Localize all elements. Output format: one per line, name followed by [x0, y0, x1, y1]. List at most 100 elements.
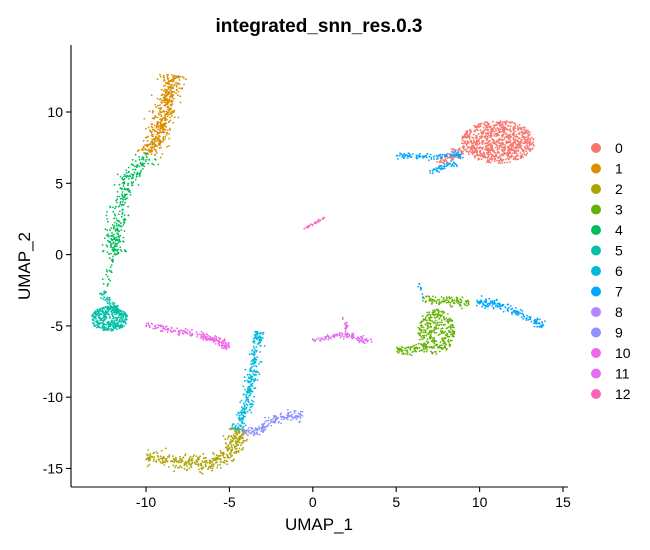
point	[425, 156, 428, 159]
point	[121, 318, 124, 321]
point	[113, 310, 116, 313]
point	[121, 191, 124, 193]
point	[130, 163, 133, 166]
point	[223, 456, 225, 459]
point	[159, 141, 162, 144]
point	[115, 319, 118, 321]
point	[516, 158, 518, 161]
point	[118, 311, 120, 314]
point	[98, 313, 101, 315]
point	[151, 133, 154, 136]
point	[140, 164, 143, 167]
point	[523, 128, 525, 131]
point	[244, 380, 246, 382]
point	[461, 135, 464, 138]
point	[241, 436, 244, 439]
point	[514, 124, 516, 127]
point	[173, 116, 176, 119]
point	[440, 347, 443, 349]
point	[113, 322, 115, 324]
point	[501, 141, 504, 144]
point	[236, 427, 238, 430]
point	[253, 374, 256, 376]
point	[164, 113, 167, 116]
point	[101, 326, 104, 329]
point	[501, 136, 503, 138]
point	[183, 77, 185, 79]
point	[472, 145, 475, 147]
point	[362, 334, 365, 337]
point	[442, 298, 445, 300]
point	[102, 324, 105, 327]
scatter-points	[91, 73, 546, 475]
point	[256, 379, 259, 381]
point	[247, 427, 250, 429]
point	[424, 345, 427, 348]
point	[274, 417, 277, 420]
point	[472, 139, 475, 142]
point	[508, 306, 510, 309]
point	[426, 324, 429, 327]
point	[457, 302, 459, 304]
point	[167, 74, 170, 76]
point	[459, 153, 462, 156]
point	[252, 353, 255, 356]
point	[444, 299, 447, 301]
point	[179, 455, 181, 458]
point	[111, 301, 114, 304]
point	[449, 339, 452, 342]
point	[154, 115, 156, 117]
point	[487, 132, 490, 135]
point	[435, 331, 438, 334]
point	[458, 303, 461, 306]
point	[120, 326, 122, 329]
point	[436, 316, 438, 319]
point	[244, 401, 247, 403]
point	[417, 332, 420, 335]
point	[127, 189, 130, 192]
point	[317, 220, 320, 223]
point	[506, 308, 509, 310]
point	[136, 171, 139, 174]
point	[507, 134, 510, 136]
point	[512, 141, 515, 144]
point	[242, 447, 244, 449]
point	[123, 187, 126, 190]
point	[401, 349, 404, 352]
point	[527, 133, 530, 136]
point	[162, 140, 165, 143]
point	[113, 225, 116, 227]
point	[145, 458, 148, 461]
point	[192, 456, 195, 458]
point	[169, 119, 172, 122]
point	[239, 401, 242, 404]
point	[139, 172, 142, 175]
point	[258, 427, 261, 430]
point	[190, 466, 193, 469]
point	[429, 322, 432, 325]
point	[488, 160, 491, 163]
point	[499, 128, 502, 131]
point	[222, 341, 225, 343]
point	[477, 140, 480, 143]
point	[422, 346, 425, 348]
point	[247, 380, 250, 383]
point	[167, 329, 169, 332]
point	[400, 346, 403, 348]
point	[166, 327, 169, 330]
point	[484, 156, 487, 158]
point	[168, 79, 170, 82]
point	[122, 175, 125, 178]
point	[123, 217, 126, 220]
point	[175, 75, 177, 78]
point	[116, 190, 119, 193]
point	[237, 451, 240, 454]
point	[137, 172, 139, 175]
point	[118, 183, 121, 186]
point	[504, 158, 507, 161]
point	[161, 93, 164, 96]
point	[171, 112, 173, 115]
point	[159, 107, 162, 110]
point	[167, 105, 169, 108]
point	[494, 151, 496, 154]
